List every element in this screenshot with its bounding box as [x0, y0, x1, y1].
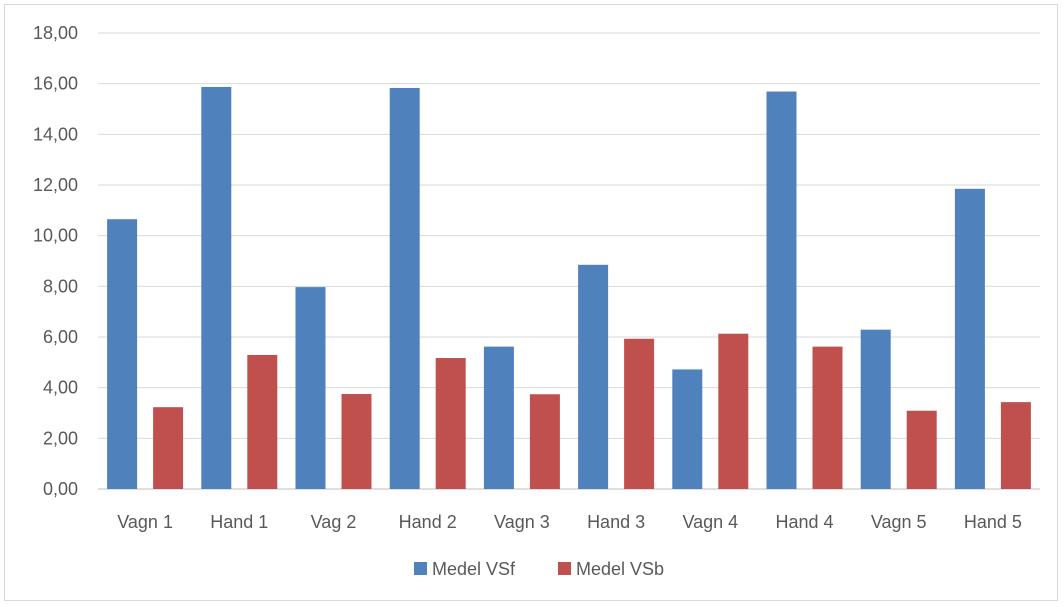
- bar-medel-vsb: [529, 394, 560, 489]
- bar-medel-vsb: [247, 354, 278, 489]
- x-tick-label: Vagn 3: [494, 512, 550, 532]
- x-tick-label: Vag 2: [311, 512, 357, 532]
- bar-medel-vsb: [624, 338, 655, 489]
- x-axis-ticks: Vagn 1 Hand 1 Vag 2 Hand 2 Vagn 3 Hand 3 Vagn …: [117, 512, 1022, 532]
- x-tick-label: Hand 3: [587, 512, 645, 532]
- bar-medel-vsb: [153, 407, 184, 489]
- bar-medel-vsf: [766, 91, 797, 490]
- bar-medel-vsf: [860, 329, 891, 489]
- y-tick-label: 6,00: [43, 327, 78, 347]
- chart-frame: [4, 4, 1058, 601]
- x-tick-label: Hand 4: [775, 512, 833, 532]
- bar-medel-vsf: [295, 287, 326, 489]
- bar-medel-vsb: [1000, 402, 1031, 489]
- gridlines: [98, 32, 1040, 490]
- legend-swatch: [414, 562, 427, 575]
- bar-medel-vsf: [954, 188, 985, 490]
- bar-medel-vsb: [435, 358, 466, 489]
- bar-medel-vsb: [341, 394, 372, 489]
- bar-medel-vsf: [578, 264, 609, 489]
- x-tick-label: Vagn 1: [117, 512, 173, 532]
- legend-label: Medel VSf: [432, 559, 516, 579]
- y-tick-label: 8,00: [43, 276, 78, 296]
- bars: [107, 86, 1031, 490]
- y-tick-label: 16,00: [33, 74, 78, 94]
- x-tick-label: Vagn 4: [682, 512, 738, 532]
- legend-label: Medel VSb: [576, 559, 664, 579]
- legend-swatch: [558, 562, 571, 575]
- x-tick-label: Hand 1: [210, 512, 268, 532]
- x-tick-label: Vagn 5: [871, 512, 927, 532]
- y-axis-ticks: 0,00 2,00 4,00 6,00 8,00 10,00 12,00 14,00 16,00…: [33, 23, 78, 499]
- legend: Medel VSf Medel VSb: [414, 559, 664, 579]
- y-tick-label: 4,00: [43, 378, 78, 398]
- y-tick-label: 2,00: [43, 428, 78, 448]
- bar-medel-vsf: [672, 369, 703, 489]
- bar-medel-vsb: [718, 333, 749, 489]
- bar-medel-vsb: [812, 346, 843, 489]
- bar-medel-vsb: [906, 410, 937, 489]
- bar-medel-vsf: [107, 219, 138, 489]
- bar-medel-vsf: [483, 346, 514, 489]
- x-tick-label: Hand 2: [399, 512, 457, 532]
- x-tick-label: Hand 5: [964, 512, 1022, 532]
- bar-medel-vsf: [389, 87, 420, 490]
- y-tick-label: 14,00: [33, 124, 78, 144]
- y-tick-label: 10,00: [33, 226, 78, 246]
- y-tick-label: 18,00: [33, 23, 78, 43]
- y-tick-label: 0,00: [43, 479, 78, 499]
- bar-medel-vsf: [201, 86, 232, 490]
- y-tick-label: 12,00: [33, 175, 78, 195]
